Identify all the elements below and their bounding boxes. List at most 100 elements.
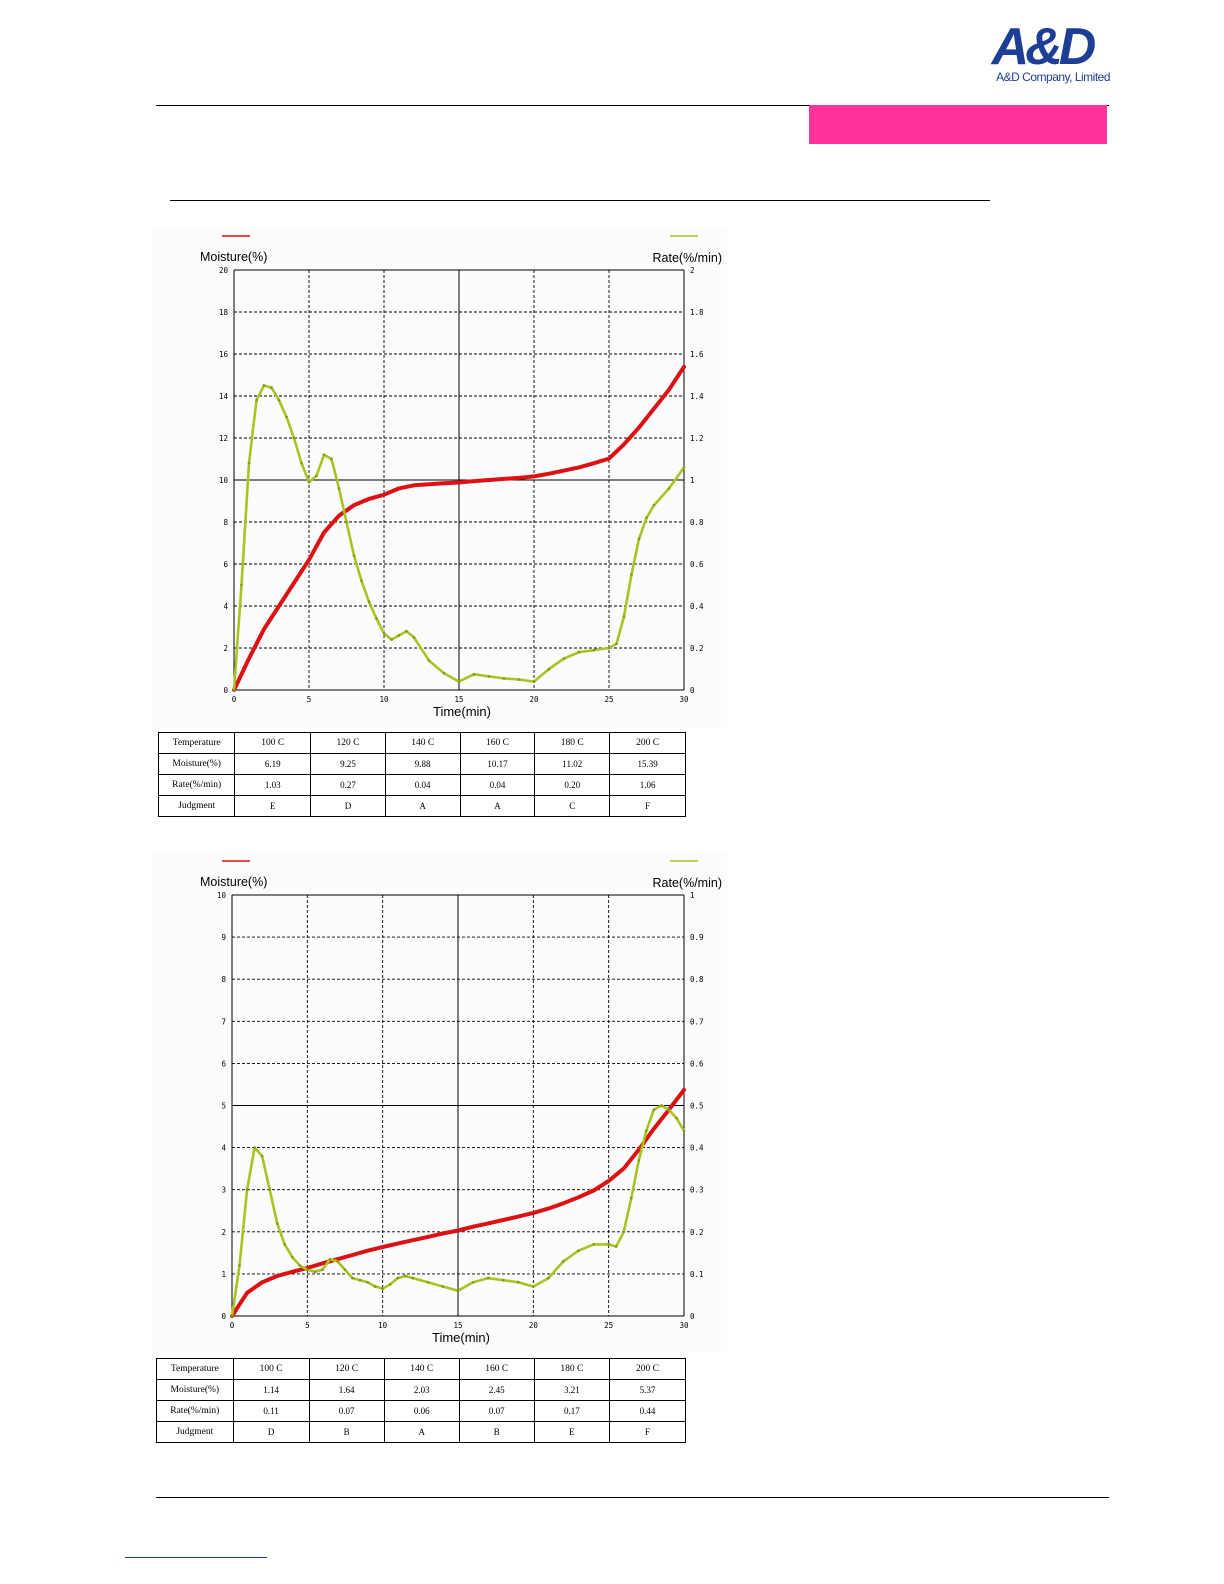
table-cell: 0.04: [459, 774, 536, 796]
table-cell: E: [234, 795, 312, 817]
x-tick-label: 0: [230, 1321, 235, 1330]
rate-data-point: [630, 1196, 633, 1200]
x-tick-label: 15: [454, 695, 463, 704]
rate-data-point: [360, 579, 363, 583]
rate-data-point: [330, 457, 333, 461]
chart-2-table: Temperature 100 C 120 C 140 C 160 C 180 C 200 …: [156, 1358, 687, 1443]
chart-2: Moisture(%) Rate(%/min) Time(min) 0 0 1 0.1 2 0.…: [152, 853, 727, 1453]
y-left-tick-label: 14: [219, 392, 229, 401]
y-right-tick-label: 0.5: [690, 1102, 704, 1111]
rate-data-point: [667, 1108, 671, 1111]
table-cell: 100 C: [232, 1358, 310, 1380]
table-cell: B: [308, 1421, 385, 1443]
rate-data-point: [607, 1243, 610, 1246]
rate-series-line: [232, 384, 686, 692]
table-cell: F: [608, 1421, 687, 1443]
rate-data-point: [270, 386, 273, 389]
y-right-tick-label: 0.2: [690, 644, 704, 653]
rate-data-point: [660, 1104, 663, 1107]
table-cell: 2.03: [383, 1379, 460, 1401]
table-cell: Moisture(%): [156, 1379, 234, 1401]
table-cell: 10.17: [459, 753, 536, 775]
rate-data-point: [230, 1314, 234, 1318]
rate-data-point: [322, 453, 326, 457]
y-right-tick-label: 0.2: [690, 1228, 704, 1237]
rate-data-point: [547, 1276, 550, 1280]
y-left-tick-label: 10: [217, 891, 227, 900]
y-left-tick-label: 3: [221, 1186, 226, 1195]
rate-data-point: [645, 516, 648, 520]
table-cell: Temperature: [157, 732, 236, 754]
y-right-axis-label: Rate(%/min): [653, 876, 722, 890]
y-left-tick-label: 8: [223, 518, 228, 527]
table-cell: D: [310, 795, 386, 817]
table-cell: D: [232, 1421, 310, 1443]
rate-data-point: [358, 1278, 362, 1282]
y-left-tick-label: 10: [219, 476, 229, 485]
rate-data-point: [441, 1285, 445, 1288]
chart-1-plot: Moisture(%) Rate(%/min)Time(min)0 02 0.24 0.…: [152, 228, 727, 728]
rate-data-point: [268, 1188, 271, 1191]
y-left-tick-label: 4: [221, 1144, 226, 1153]
table-cell: Rate(%/min): [156, 1400, 234, 1422]
y-right-tick-label: 0.6: [690, 1059, 704, 1068]
table-row: Judgment D B A B E F: [156, 1421, 687, 1443]
rate-data-point: [283, 1243, 286, 1246]
x-tick-label: 25: [604, 1321, 613, 1330]
rate-data-point: [381, 1287, 384, 1290]
y-left-tick-label: 1: [221, 1270, 226, 1279]
header-rule: [156, 105, 1109, 106]
company-name: A&D Company, Limited: [996, 70, 1110, 84]
rate-data-point: [388, 1283, 392, 1286]
y-right-tick-label: 1: [690, 891, 695, 900]
x-tick-label: 5: [307, 695, 312, 704]
moisture-series-line: [232, 364, 686, 692]
y-right-tick-label: 0.9: [690, 933, 704, 942]
table-cell: Judgment: [157, 795, 236, 817]
y-right-tick-label: 1: [690, 476, 695, 485]
table-cell: 0.04: [384, 774, 461, 796]
table-cell: 0.27: [310, 774, 386, 796]
table-cell: 1.14: [232, 1379, 310, 1401]
table-cell: A: [459, 795, 536, 817]
rate-data-point: [442, 671, 446, 675]
table-cell: 200 C: [608, 1358, 687, 1380]
y-right-tick-label: 1.6: [690, 350, 704, 359]
y-left-tick-label: 5: [221, 1102, 226, 1111]
rate-data-point: [366, 1281, 369, 1284]
table-cell: 0.17: [533, 1400, 610, 1422]
y-right-tick-label: 2: [690, 266, 695, 275]
rate-data-point: [313, 1270, 317, 1274]
x-tick-label: 20: [529, 1321, 539, 1330]
x-tick-label: 5: [305, 1321, 310, 1330]
y-right-tick-label: 0.8: [690, 518, 704, 527]
logo-mark: A&D: [991, 18, 1097, 76]
y-right-tick-label: 0.7: [690, 1017, 704, 1026]
table-cell: Judgment: [156, 1421, 234, 1443]
y-left-tick-label: 6: [221, 1059, 226, 1068]
chart-background: [152, 228, 727, 728]
x-tick-label: 15: [453, 1321, 462, 1330]
rate-data-point: [345, 520, 348, 524]
table-cell: 180 C: [533, 1358, 610, 1380]
rate-data-point: [285, 415, 288, 419]
rate-data-point: [390, 638, 393, 641]
table-cell: 160 C: [458, 1358, 535, 1380]
y-left-tick-label: 4: [223, 602, 228, 611]
rate-data-point: [351, 1276, 354, 1280]
rate-data-point: [487, 675, 491, 678]
y-left-tick-label: 6: [223, 560, 228, 569]
rate-data-point: [240, 583, 243, 587]
x-tick-label: 0: [232, 695, 237, 704]
table-cell: 180 C: [534, 732, 611, 754]
rate-data-point: [260, 1154, 264, 1158]
rate-data-point: [373, 1285, 377, 1288]
rate-data-point: [336, 1260, 339, 1263]
rate-data-point: [412, 636, 416, 639]
accent-bar: [809, 105, 1107, 144]
table-row: Moisture(%) 1.14 1.64 2.03 2.45 3.21 5.37: [156, 1379, 687, 1401]
rate-data-point: [396, 1276, 399, 1280]
y-left-axis-label: Moisture(%): [200, 250, 267, 264]
rate-data-point: [607, 646, 611, 650]
footer-rule: [156, 1497, 1109, 1498]
